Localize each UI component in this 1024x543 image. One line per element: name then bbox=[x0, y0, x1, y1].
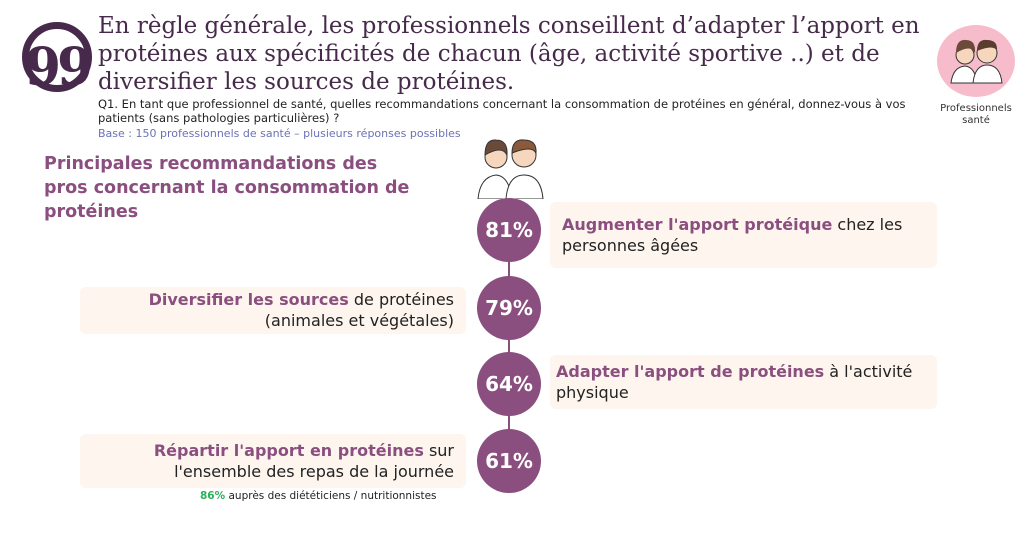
percent-badge: 79% bbox=[477, 276, 541, 340]
percent-badge: 81% bbox=[477, 198, 541, 262]
health-professionals-icon bbox=[937, 25, 1015, 97]
question-text: Q1. En tant que professionnel de santé, … bbox=[98, 97, 906, 125]
percent-badge: 64% bbox=[477, 352, 541, 416]
percent-badge: 61% bbox=[477, 429, 541, 493]
recommendation-item: Diversifier les sources de protéines (an… bbox=[80, 287, 466, 334]
base-text: Base : 150 professionnels de santé – plu… bbox=[98, 127, 461, 140]
recommendation-item: Augmenter l'apport protéique chez les pe… bbox=[550, 202, 937, 268]
quote-icon: 99 bbox=[22, 22, 93, 94]
audience-label: Professionnels santé bbox=[940, 103, 1012, 126]
doctors-illustration-icon bbox=[470, 135, 550, 200]
recommendation-item: Répartir l'apport en protéines sur l'ens… bbox=[80, 434, 466, 488]
page-title: En règle générale, les professionnels co… bbox=[98, 13, 920, 95]
recommendation-item: Adapter l'apport de protéines à l'activi… bbox=[550, 355, 937, 409]
dietitian-note: 86% auprès des diététiciens / nutritionn… bbox=[200, 490, 437, 502]
section-heading: Principales recommandations des pros con… bbox=[44, 154, 410, 222]
